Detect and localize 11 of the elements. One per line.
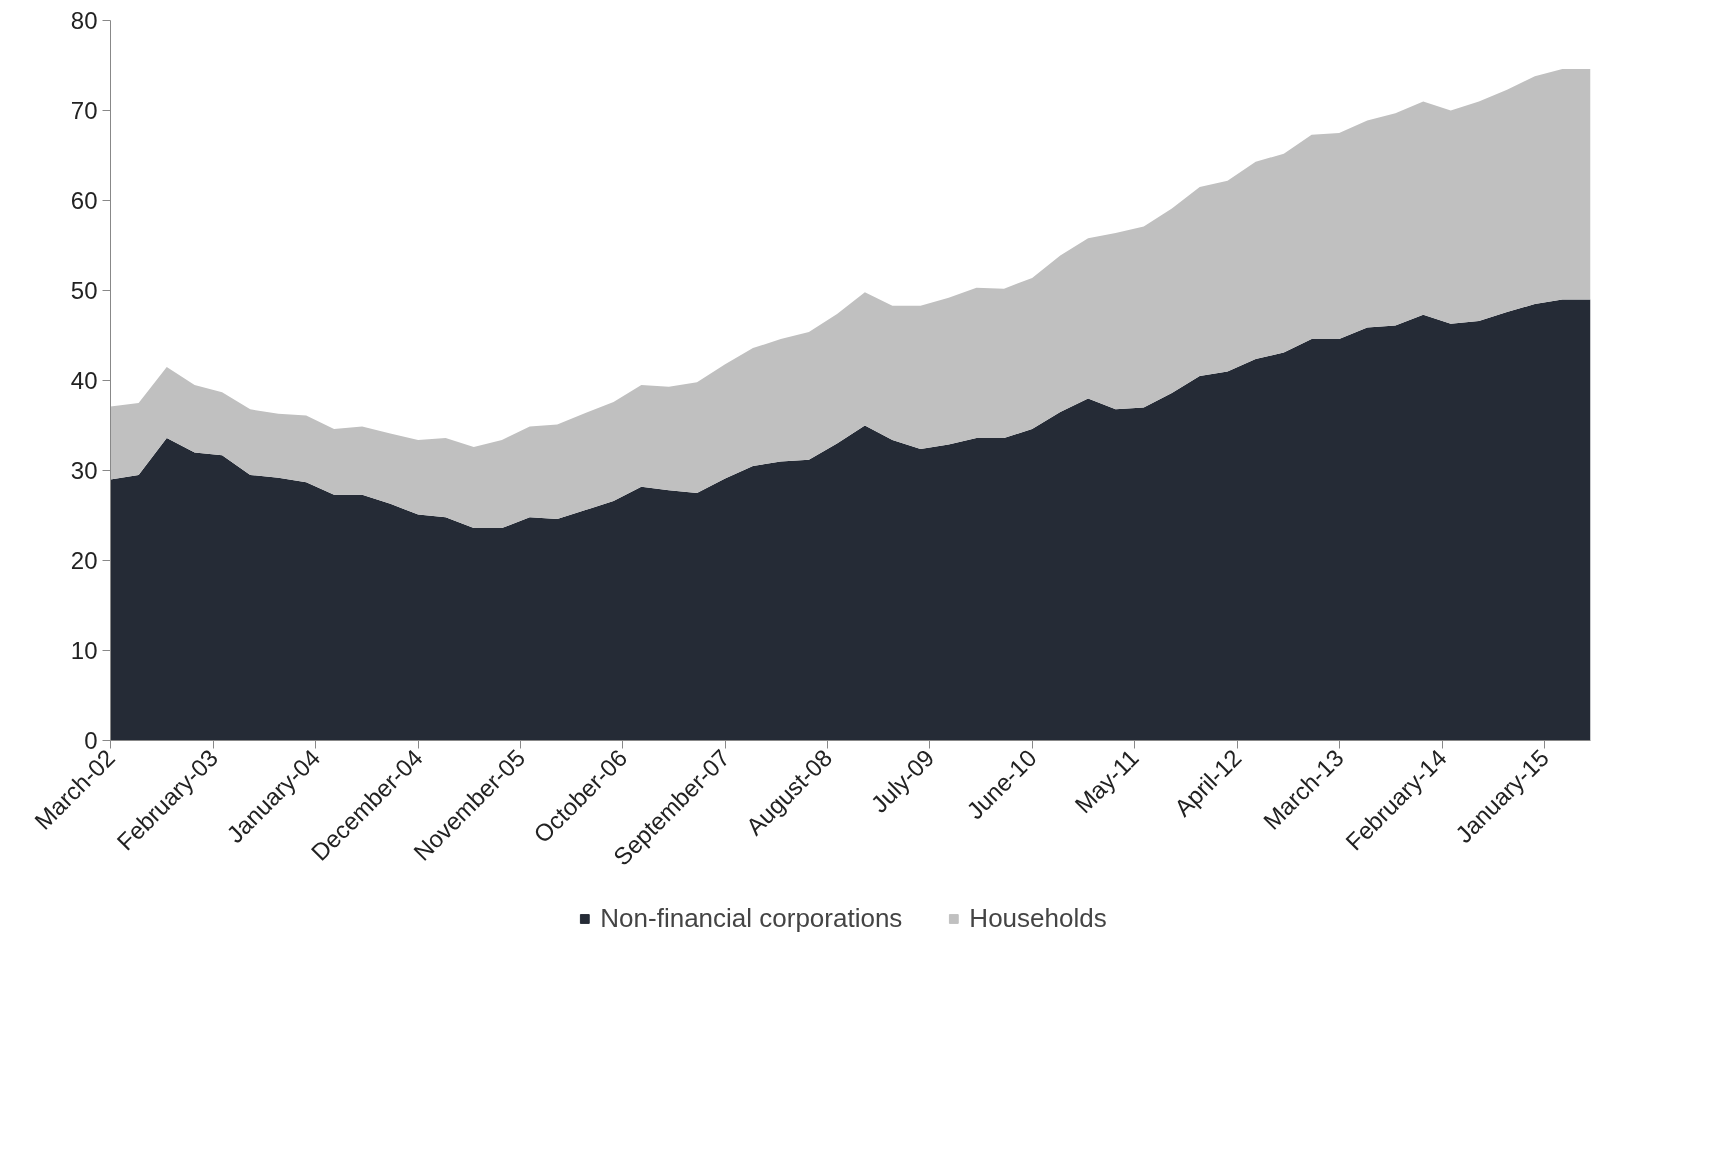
y-tick-label: 20 xyxy=(70,547,98,574)
legend-label: Households xyxy=(969,902,1107,934)
y-tick-label: 10 xyxy=(70,637,98,664)
y-tick-label: 70 xyxy=(70,97,98,124)
y-tick-label: 0 xyxy=(84,727,98,754)
y-tick-label: 60 xyxy=(70,187,98,214)
legend-label: Non-financial corporations xyxy=(600,902,903,934)
y-tick-label: 50 xyxy=(70,277,98,304)
y-tick-label: 80 xyxy=(70,7,98,34)
y-tick-label: 30 xyxy=(70,457,98,484)
y-tick-label: 40 xyxy=(70,367,98,394)
